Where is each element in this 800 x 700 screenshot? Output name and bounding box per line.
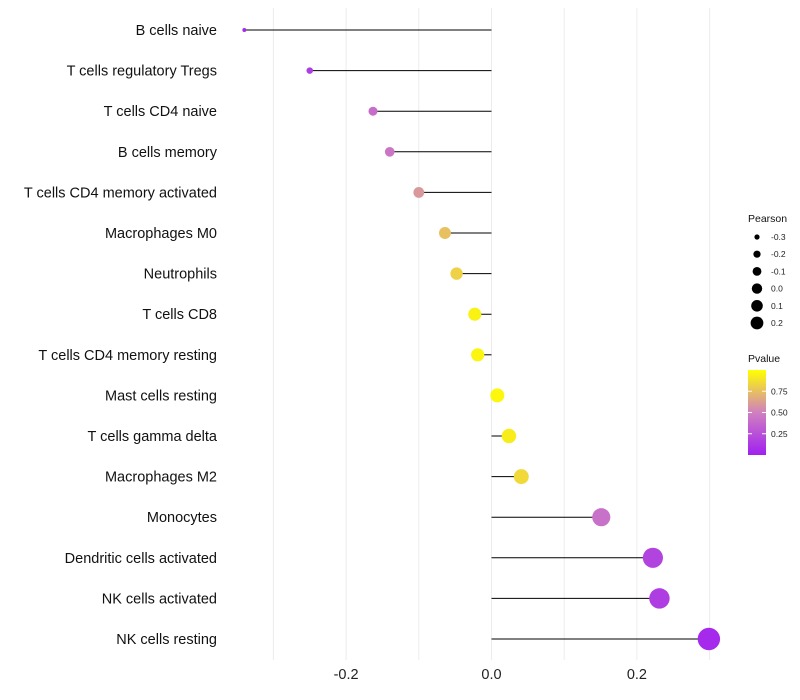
- size-legend-label: -0.1: [771, 266, 786, 276]
- size-legend-label: 0.2: [771, 318, 783, 328]
- color-legend-bar: [748, 370, 766, 455]
- data-point: [306, 67, 313, 74]
- size-legend-label: 0.1: [771, 301, 783, 311]
- data-point: [471, 348, 485, 362]
- x-tick-label: -0.2: [334, 667, 359, 683]
- category-label: Macrophages M0: [105, 226, 217, 242]
- grid-layer: [272, 8, 711, 660]
- category-label: T cells CD8: [142, 307, 217, 323]
- size-legend-title: Pearson: [748, 213, 787, 225]
- category-label: T cells regulatory Tregs: [67, 64, 217, 80]
- size-legend-dot: [753, 250, 761, 258]
- category-label: T cells CD4 memory resting: [38, 348, 217, 364]
- data-point: [468, 307, 482, 321]
- x-tick-label: 0.2: [627, 667, 647, 683]
- category-label: T cells CD4 naive: [104, 104, 217, 120]
- color-legend: Pvalue 0.75 0.50 0.25: [748, 353, 788, 455]
- size-legend-dot: [752, 267, 762, 276]
- color-legend-label: 0.75: [771, 386, 788, 396]
- data-point: [642, 547, 663, 568]
- size-legend-dot: [754, 234, 760, 240]
- data-point: [501, 428, 517, 444]
- data-point: [439, 227, 451, 239]
- stem-layer: [244, 29, 709, 640]
- color-legend-label: 0.25: [771, 429, 788, 439]
- data-point: [242, 28, 247, 32]
- point-layer: [242, 28, 721, 651]
- category-label: Neutrophils: [144, 267, 217, 283]
- data-point: [697, 627, 721, 651]
- size-legend-label: 0.0: [771, 284, 783, 294]
- category-label: Dendritic cells activated: [65, 551, 217, 567]
- category-label: T cells CD4 memory activated: [24, 185, 217, 201]
- data-point: [450, 267, 463, 280]
- size-legend-dot: [750, 316, 764, 330]
- data-point: [649, 588, 670, 609]
- category-label: NK cells activated: [102, 591, 217, 607]
- category-label: Mast cells resting: [105, 388, 217, 404]
- category-label: B cells memory: [118, 145, 218, 161]
- size-legend: Pearson -0.3 -0.2 -0.1 0.0 0.1 0.2: [748, 213, 787, 330]
- category-labels: B cells naive T cells regulatory Tregs T c…: [24, 23, 218, 648]
- data-point: [513, 469, 529, 485]
- data-point: [384, 146, 395, 157]
- size-legend-dot: [751, 300, 763, 312]
- color-legend-label: 0.50: [771, 408, 788, 418]
- data-point: [592, 508, 611, 527]
- size-legend-label: -0.3: [771, 232, 786, 242]
- category-label: Macrophages M2: [105, 470, 217, 486]
- data-point: [490, 388, 505, 403]
- size-legend-label: -0.2: [771, 249, 786, 259]
- category-label: T cells gamma delta: [88, 429, 218, 445]
- data-point: [413, 186, 425, 198]
- category-label: NK cells resting: [116, 632, 217, 648]
- x-tick-label: 0.0: [481, 667, 501, 683]
- x-axis-ticks: -0.2 0.0 0.2: [334, 667, 647, 683]
- category-label: Monocytes: [147, 510, 217, 526]
- color-legend-title: Pvalue: [748, 353, 780, 365]
- size-legend-dot: [751, 283, 763, 294]
- data-point: [368, 106, 378, 116]
- category-label: B cells naive: [136, 23, 217, 39]
